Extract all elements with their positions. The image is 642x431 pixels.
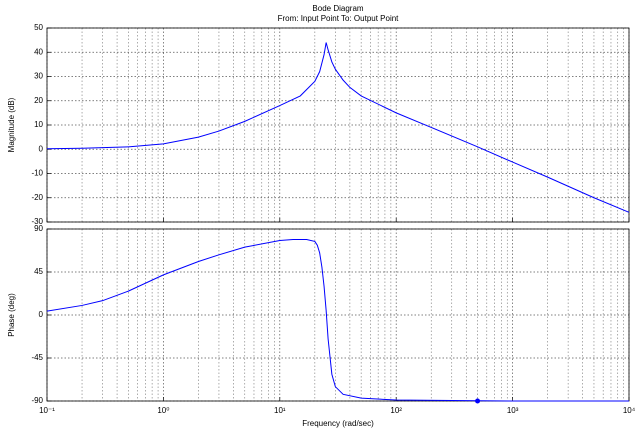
x-axis-label: Frequency (rad/sec): [302, 419, 374, 428]
line: [46, 42, 630, 213]
y-tick-label: 30: [34, 72, 43, 81]
data-marker: [475, 398, 481, 404]
plot-frame: [46, 27, 630, 223]
x-tick-label: 10⁴: [623, 406, 636, 415]
y-tick-label: -20: [31, 193, 43, 202]
line: [46, 239, 629, 402]
y-tick-label: -90: [31, 396, 43, 405]
y-tick-label: -45: [31, 353, 43, 362]
y-tick-label: 50: [34, 23, 43, 32]
x-tick-label: 10¹: [274, 406, 286, 415]
y-tick-label: 20: [34, 96, 43, 105]
x-tick-label: 10³: [507, 406, 519, 415]
y-axis-label: Phase (deg): [7, 293, 16, 337]
y-tick-label: 10: [34, 120, 43, 129]
y-tick-label: -30: [31, 217, 43, 226]
y-axis-label: Magnitude (dB): [7, 97, 16, 152]
x-tick-label: 10⁻¹: [39, 406, 55, 415]
x-tick-label: 10²: [390, 406, 402, 415]
y-tick-label: 90: [34, 224, 43, 233]
y-tick-label: 45: [34, 267, 43, 276]
y-tick-label: 0: [39, 144, 44, 153]
y-tick-label: -10: [31, 169, 43, 178]
chart-subtitle: From: Input Point To: Output Point: [278, 14, 400, 23]
y-tick-label: 0: [39, 310, 44, 319]
x-tick-label: 10⁰: [157, 406, 169, 415]
chart-title: Bode Diagram: [312, 4, 363, 13]
plot-frame: [46, 228, 630, 402]
y-tick-label: 40: [34, 47, 43, 56]
